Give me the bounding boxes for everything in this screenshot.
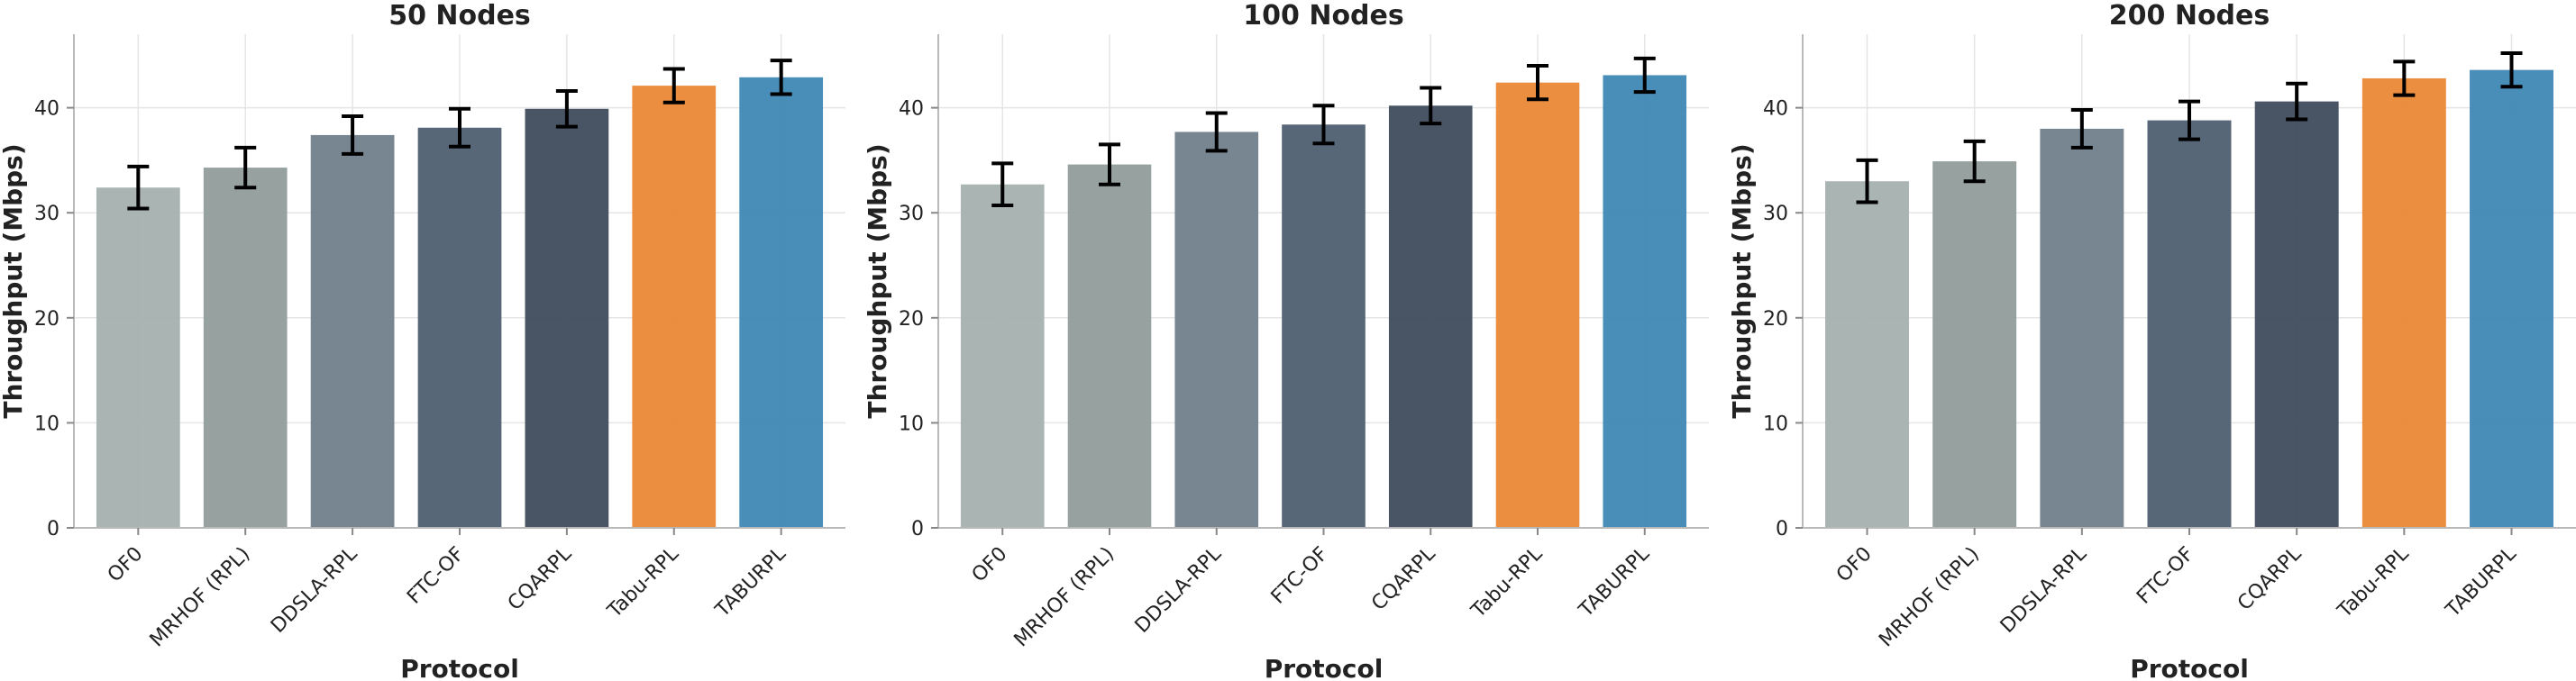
- error-bar-taburpl: [1633, 56, 1656, 95]
- y-tick-label: 20: [34, 308, 59, 331]
- x-tick-label-of0: OF0: [104, 543, 148, 587]
- y-tick-label: 20: [899, 308, 924, 331]
- x-tick-label-cqarpl: CQARPL: [504, 542, 577, 615]
- x-tick-label-ddsla-rpl: DDSLA-RPL: [1131, 542, 1227, 638]
- chart-title: 100 Nodes: [1243, 0, 1403, 32]
- y-tick-label: 10: [1763, 413, 1788, 435]
- error-bar-tabu-rpl: [662, 67, 685, 104]
- y-tick-label: 30: [899, 203, 924, 225]
- error-bar-mrhof-rpl: [1963, 139, 1986, 184]
- x-tick-label-cqarpl: CQARPL: [2233, 542, 2307, 615]
- x-tick-label-tabu-rpl: Tabu-RPL: [1466, 542, 1548, 623]
- error-bar-of0: [991, 161, 1014, 208]
- bar-of0: [1825, 181, 1909, 528]
- bar-tabu-rpl: [1495, 82, 1580, 529]
- x-tick-label-cqarpl: CQARPL: [1367, 542, 1440, 615]
- bar-ftc-of: [1282, 124, 1366, 528]
- x-tick-label-mrhof-rpl: MRHOF (RPL): [146, 543, 255, 652]
- x-tick-label-of0: OF0: [1832, 543, 1877, 587]
- y-axis-label: Throughput (Mbps): [863, 143, 892, 418]
- bar-cqarpl: [1388, 105, 1473, 529]
- x-axis-label: Protocol: [400, 654, 519, 681]
- chart-title: 50 Nodes: [388, 0, 531, 32]
- y-tick-label: 0: [1776, 518, 1788, 540]
- error-bar-ftc-of: [2179, 99, 2200, 141]
- bar-taburpl: [1603, 75, 1687, 528]
- error-bar-ddsla-rpl: [342, 114, 364, 156]
- x-tick-label-tabu-rpl: Tabu-RPL: [603, 542, 684, 623]
- bar-taburpl: [2470, 69, 2553, 529]
- y-tick-label: 10: [34, 413, 59, 435]
- x-tick-label-tabu-rpl: Tabu-RPL: [2334, 542, 2415, 623]
- x-tick-label-ftc-of: FTC-OF: [2133, 543, 2198, 609]
- error-bar-ddsla-rpl: [1205, 111, 1228, 153]
- y-axis-label: Throughput (Mbps): [0, 143, 28, 418]
- y-tick-label: 40: [34, 98, 59, 121]
- x-tick-label-ftc-of: FTC-OF: [1267, 543, 1333, 609]
- y-tick-label: 20: [1763, 308, 1788, 331]
- error-bar-ftc-of: [449, 106, 470, 149]
- y-tick-label: 0: [47, 518, 59, 540]
- y-tick-label: 40: [899, 98, 924, 121]
- bar-mrhof-rpl: [1067, 164, 1152, 528]
- bar-taburpl: [739, 77, 824, 528]
- y-tick-label: 10: [899, 413, 924, 435]
- error-bar-tabu-rpl: [1527, 63, 1548, 102]
- x-axis-label: Protocol: [1265, 654, 1384, 681]
- bar-ddsla-rpl: [2040, 128, 2124, 529]
- y-tick-label: 30: [1763, 203, 1788, 225]
- y-tick-label: 40: [1763, 98, 1788, 121]
- error-bar-cqarpl: [2286, 81, 2308, 122]
- x-tick-label-of0: OF0: [968, 543, 1012, 587]
- x-tick-label-taburpl: TABURPL: [2441, 542, 2521, 622]
- x-tick-label-ddsla-rpl: DDSLA-RPL: [267, 542, 362, 638]
- bar-tabu-rpl: [632, 86, 717, 529]
- bar-ftc-of: [417, 127, 502, 529]
- error-bar-cqarpl: [555, 88, 578, 129]
- bar-ddsla-rpl: [310, 134, 395, 528]
- bar-ddsla-rpl: [1174, 132, 1259, 529]
- error-bar-cqarpl: [1420, 86, 1442, 126]
- y-axis-label: Throughput (Mbps): [1727, 143, 1757, 418]
- error-bar-ftc-of: [1312, 104, 1335, 146]
- y-tick-label: 30: [34, 203, 59, 225]
- x-tick-label-mrhof-rpl: MRHOF (RPL): [1875, 543, 1984, 652]
- chart-title: 200 Nodes: [2109, 0, 2270, 32]
- bar-mrhof-rpl: [1932, 161, 2017, 528]
- x-tick-label-ddsla-rpl: DDSLA-RPL: [1996, 542, 2092, 638]
- bar-cqarpl: [2254, 101, 2339, 528]
- bar-cqarpl: [525, 108, 609, 528]
- error-bar-taburpl: [2500, 50, 2523, 89]
- x-axis-label: Protocol: [2130, 654, 2249, 681]
- error-bar-ddsla-rpl: [2070, 107, 2093, 150]
- error-bar-mrhof-rpl: [234, 145, 257, 190]
- x-tick-label-ftc-of: FTC-OF: [403, 543, 469, 609]
- bar-tabu-rpl: [2361, 77, 2446, 528]
- x-tick-label-taburpl: TABURPL: [1575, 542, 1655, 622]
- error-bar-mrhof-rpl: [1099, 142, 1120, 186]
- bar-of0: [96, 187, 180, 528]
- x-tick-label-mrhof-rpl: MRHOF (RPL): [1010, 543, 1119, 652]
- bar-of0: [960, 184, 1045, 528]
- error-bar-of0: [1856, 158, 1878, 204]
- bar-mrhof-rpl: [203, 168, 288, 528]
- error-bar-taburpl: [770, 59, 792, 96]
- error-bar-tabu-rpl: [2393, 59, 2416, 97]
- y-tick-label: 0: [911, 518, 924, 540]
- x-tick-label-taburpl: TABURPL: [711, 542, 791, 622]
- error-bar-of0: [127, 164, 150, 211]
- bar-ftc-of: [2147, 120, 2232, 528]
